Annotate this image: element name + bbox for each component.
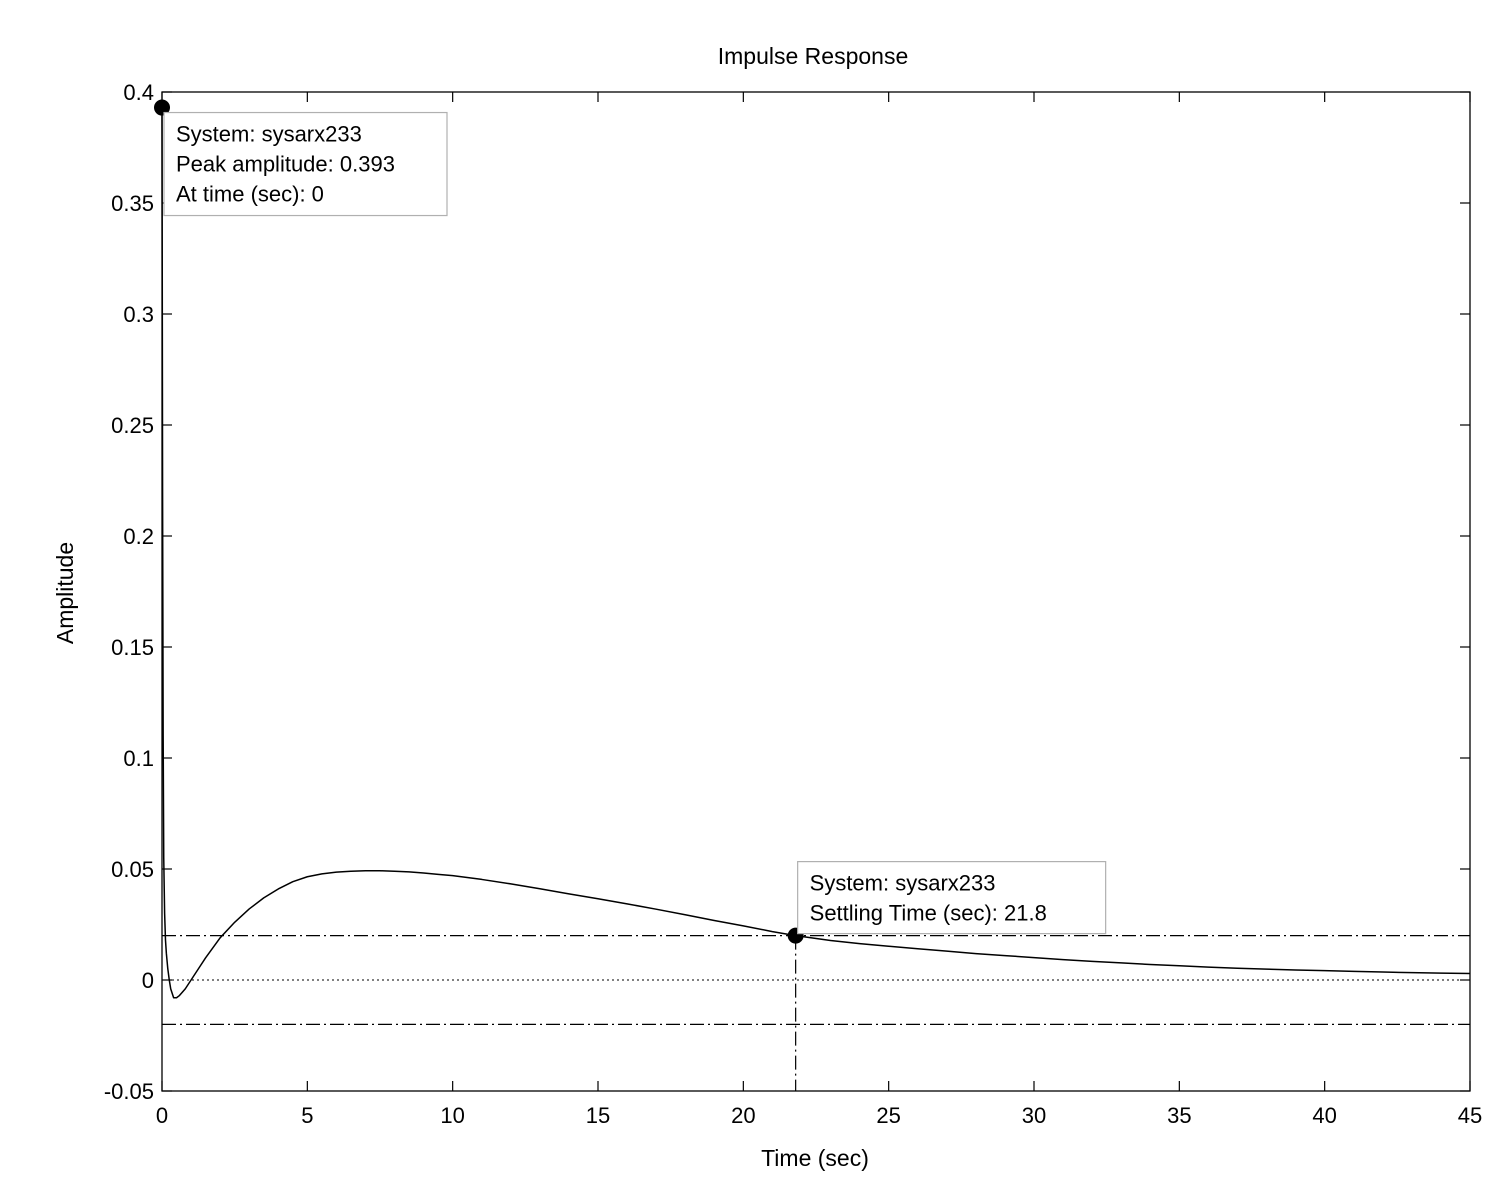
x-tick-label: 20 bbox=[731, 1103, 755, 1128]
y-tick-label: 0.1 bbox=[123, 746, 154, 771]
y-tick-label: 0.25 bbox=[111, 413, 154, 438]
peak-amplitude-marker bbox=[154, 99, 170, 116]
x-tick-label: 25 bbox=[876, 1103, 900, 1128]
datatip-text: At time (sec): 0 bbox=[176, 182, 324, 207]
impulse-response-line bbox=[161, 107, 1471, 999]
y-tick-label: 0.15 bbox=[111, 635, 154, 660]
y-tick-label: -0.05 bbox=[104, 1079, 154, 1104]
peak-amplitude-datatip: System: sysarx233 Peak amplitude: 0.393 At… bbox=[163, 111, 448, 217]
ticks-layer: 0 5 10 15 20 25 30 35 40 45-0.0500.050.10.150.20.… bbox=[104, 80, 1482, 1128]
y-tick-label: 0.3 bbox=[123, 302, 154, 327]
annotation-layer: System: sysarx233 Peak amplitude: 0.393 At… bbox=[163, 111, 1107, 935]
x-tick-label: 40 bbox=[1312, 1103, 1336, 1128]
axes-box bbox=[161, 91, 1471, 1092]
x-tick-label: 45 bbox=[1458, 1103, 1482, 1128]
datatip-box bbox=[797, 860, 1107, 935]
x-tick-label: 15 bbox=[586, 1103, 610, 1128]
marker-layer bbox=[154, 99, 804, 944]
x-tick-label: 10 bbox=[440, 1103, 464, 1128]
y-tick-label: 0.35 bbox=[111, 191, 154, 216]
curve-layer bbox=[161, 107, 1471, 999]
settling-time-datatip: System: sysarx233 Settling Time (sec): 21… bbox=[797, 860, 1107, 935]
x-tick-label: 30 bbox=[1022, 1103, 1046, 1128]
datatip-text: Settling Time (sec): 21.8 bbox=[810, 901, 1047, 926]
x-tick-label: 35 bbox=[1167, 1103, 1191, 1128]
datatip-text: Peak amplitude: 0.393 bbox=[176, 152, 395, 177]
datatip-text: System: sysarx233 bbox=[176, 122, 362, 147]
datatip-text: System: sysarx233 bbox=[810, 871, 996, 896]
x-tick-label: 5 bbox=[301, 1103, 313, 1128]
x-tick-label: 0 bbox=[156, 1103, 168, 1128]
y-tick-label: 0 bbox=[142, 968, 154, 993]
chart-title: Impulse Response bbox=[718, 43, 909, 69]
y-tick-label: 0.05 bbox=[111, 857, 154, 882]
datatip-box bbox=[163, 111, 448, 217]
y-axis-label: Amplitude bbox=[52, 542, 78, 644]
y-tick-label: 0.2 bbox=[123, 524, 154, 549]
y-tick-label: 0.4 bbox=[123, 80, 154, 105]
plot-layer bbox=[161, 91, 1471, 1092]
x-axis-label: Time (sec) bbox=[761, 1145, 869, 1171]
